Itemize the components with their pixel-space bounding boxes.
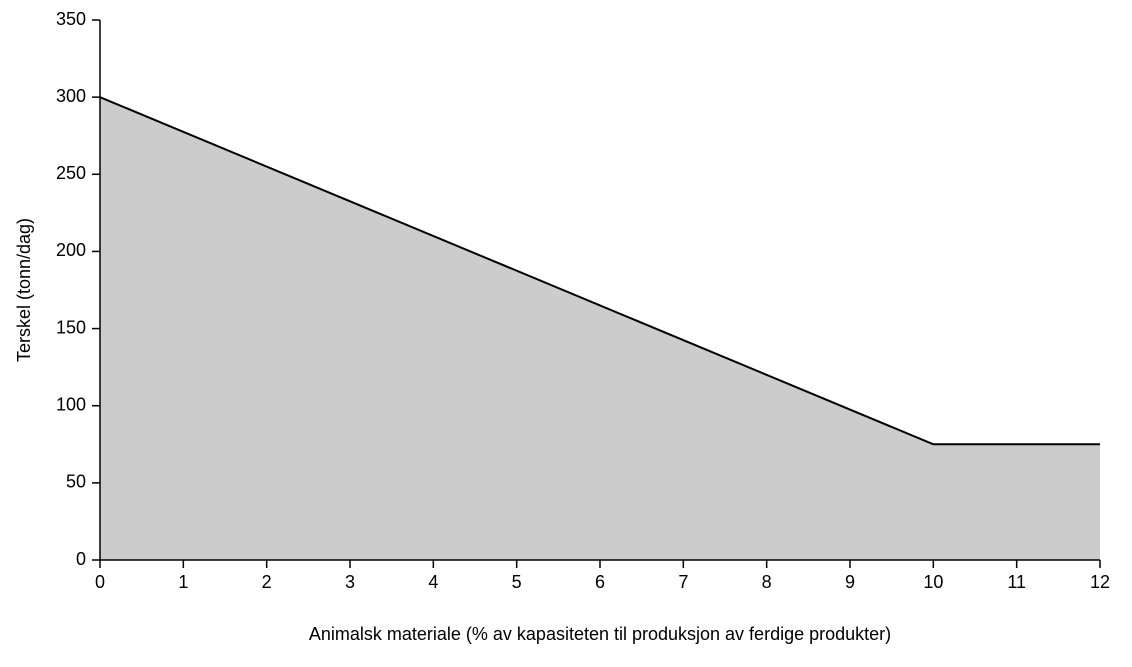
x-tick-label: 4 (428, 572, 438, 592)
x-tick-label: 3 (345, 572, 355, 592)
threshold-area-chart: 0501001502002503003500123456789101112Ani… (0, 0, 1132, 667)
y-tick-label: 0 (76, 549, 86, 569)
x-axis-label: Animalsk materiale (% av kapasiteten til… (309, 624, 891, 644)
x-tick-label: 10 (923, 572, 943, 592)
x-tick-label: 6 (595, 572, 605, 592)
chart-svg: 0501001502002503003500123456789101112Ani… (0, 0, 1132, 667)
y-tick-label: 50 (66, 472, 86, 492)
y-tick-label: 100 (56, 394, 86, 414)
x-tick-label: 12 (1090, 572, 1110, 592)
x-tick-label: 7 (678, 572, 688, 592)
y-tick-label: 350 (56, 9, 86, 29)
y-tick-label: 300 (56, 86, 86, 106)
x-tick-label: 2 (262, 572, 272, 592)
y-tick-label: 250 (56, 163, 86, 183)
x-tick-label: 5 (512, 572, 522, 592)
y-tick-label: 200 (56, 240, 86, 260)
x-tick-label: 9 (845, 572, 855, 592)
y-axis-label: Terskel (tonn/dag) (14, 218, 34, 362)
x-tick-label: 8 (762, 572, 772, 592)
x-tick-label: 1 (178, 572, 188, 592)
x-tick-label: 11 (1007, 572, 1026, 592)
y-tick-label: 150 (56, 317, 86, 337)
x-tick-label: 0 (95, 572, 105, 592)
